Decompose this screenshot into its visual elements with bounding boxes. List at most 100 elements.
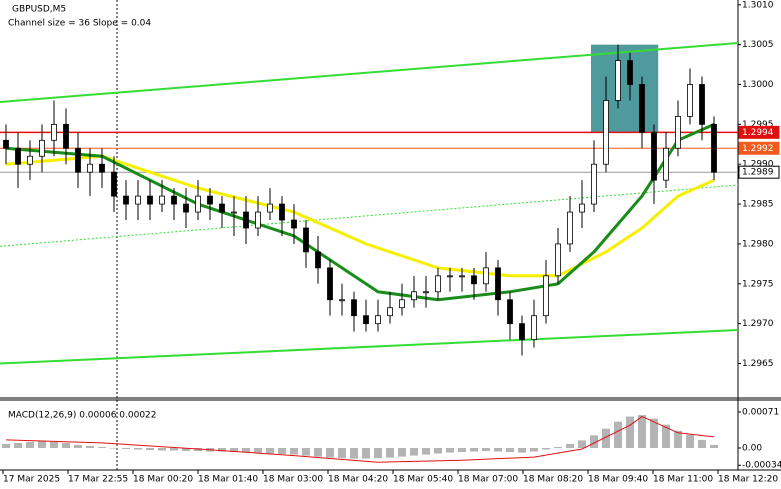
macd-bar [326,448,334,458]
price-tag [738,125,780,139]
trend-line [0,184,739,247]
macd-bar [158,448,166,451]
candle-body [495,267,501,301]
macd-bar [134,448,142,450]
macd-bar [638,415,646,449]
price-tag [738,165,780,179]
macd-bar [494,448,502,452]
y-tick-label: 1.2990 [742,160,774,170]
macd-bar [362,448,370,459]
candle-body [3,139,9,149]
macd-label: MACD(12,26,9) 0.00006 0.00022 [8,411,157,421]
macd-bar [98,446,106,449]
candle-body [447,275,453,278]
candle-body [111,171,117,197]
macd-bar [578,440,586,449]
x-tick-label: 18 Mar 07:00 [458,475,518,485]
candle-body [231,211,237,214]
macd-bar [662,424,670,449]
x-tick-label: 18 Mar 04:20 [328,475,388,485]
y-tick-label: 1.2995 [742,120,774,130]
macd-bar [614,421,622,449]
macd-bar [290,448,298,455]
macd-bar [278,448,286,455]
macd-bar [194,448,202,452]
macd-bar [410,448,418,456]
macd-bar [74,444,82,449]
candle-body [207,195,213,205]
macd-bar [218,448,226,452]
candle-body [171,195,177,205]
candle-body [339,299,345,302]
candle-body [711,123,717,173]
candle-body [687,84,693,117]
x-tick-label: 18 Mar 08:20 [523,475,583,485]
macd-bar [182,448,190,452]
macd-bar [386,448,394,458]
macd-bar [146,448,154,451]
macd-bar [566,443,574,449]
candle-body [123,195,129,205]
candle-body [387,307,393,317]
macd-bar [482,448,490,452]
macd-bar [530,448,538,452]
candle-body [159,195,165,205]
macd-bar [230,448,238,453]
macd-bar [242,448,250,453]
candle-body [15,147,21,165]
macd-bar [122,448,130,450]
candle-body [423,291,429,294]
macd-bar [302,448,310,456]
candle-body [291,219,297,229]
x-tick-label: 18 Mar 11:00 [653,475,713,485]
x-tick-label: 18 Mar 12:20 [718,475,778,485]
candle-body [663,147,669,181]
macd-bar [26,441,34,449]
macd-bar [554,446,562,449]
candle-body [39,139,45,157]
candle-body [471,275,477,285]
candle-body [279,203,285,221]
macd-bar [314,448,322,457]
macd-bar [254,448,262,454]
candle-body [87,163,93,173]
macd-bar [506,448,514,453]
x-tick-label: 18 Mar 05:40 [393,475,453,485]
y-tick-label: 1.3010 [742,0,774,10]
highlight-zone [591,44,659,133]
macd-bar [518,448,526,453]
macd-bar [350,448,358,459]
candle-body [75,147,81,173]
candle-body [303,227,309,253]
macd-bar [50,441,58,449]
macd-bar [446,448,454,453]
candle-body [315,251,321,269]
y-tick-label: 1.2965 [742,359,774,369]
macd-bar [266,448,274,454]
macd-bar [398,448,406,457]
macd-bar [422,448,430,455]
macd-bar [470,448,478,452]
candle-body [99,163,105,173]
price-tag-label: 1.2992 [742,144,774,154]
candle-body [699,84,705,125]
price-tag-label: 1.2994 [742,128,774,138]
candle-body [267,203,273,213]
macd-y-tick-label: 0.00071 [742,408,779,418]
candle-body [483,267,489,285]
candle-body [567,211,573,245]
chart-title: GBPUSD,M5 [12,5,66,15]
candle-body [555,243,561,277]
y-tick-label: 1.3000 [742,80,774,90]
macd-bar [434,448,442,454]
candle-body [243,211,249,229]
trend-line [0,42,739,104]
candle-body [591,163,597,205]
price-tag [738,141,780,155]
macd-y-tick-label: -0.00034 [742,461,781,471]
candle-body [519,323,525,341]
macd-bar [62,442,70,449]
candle-body [543,275,549,317]
candle-body [27,155,33,165]
